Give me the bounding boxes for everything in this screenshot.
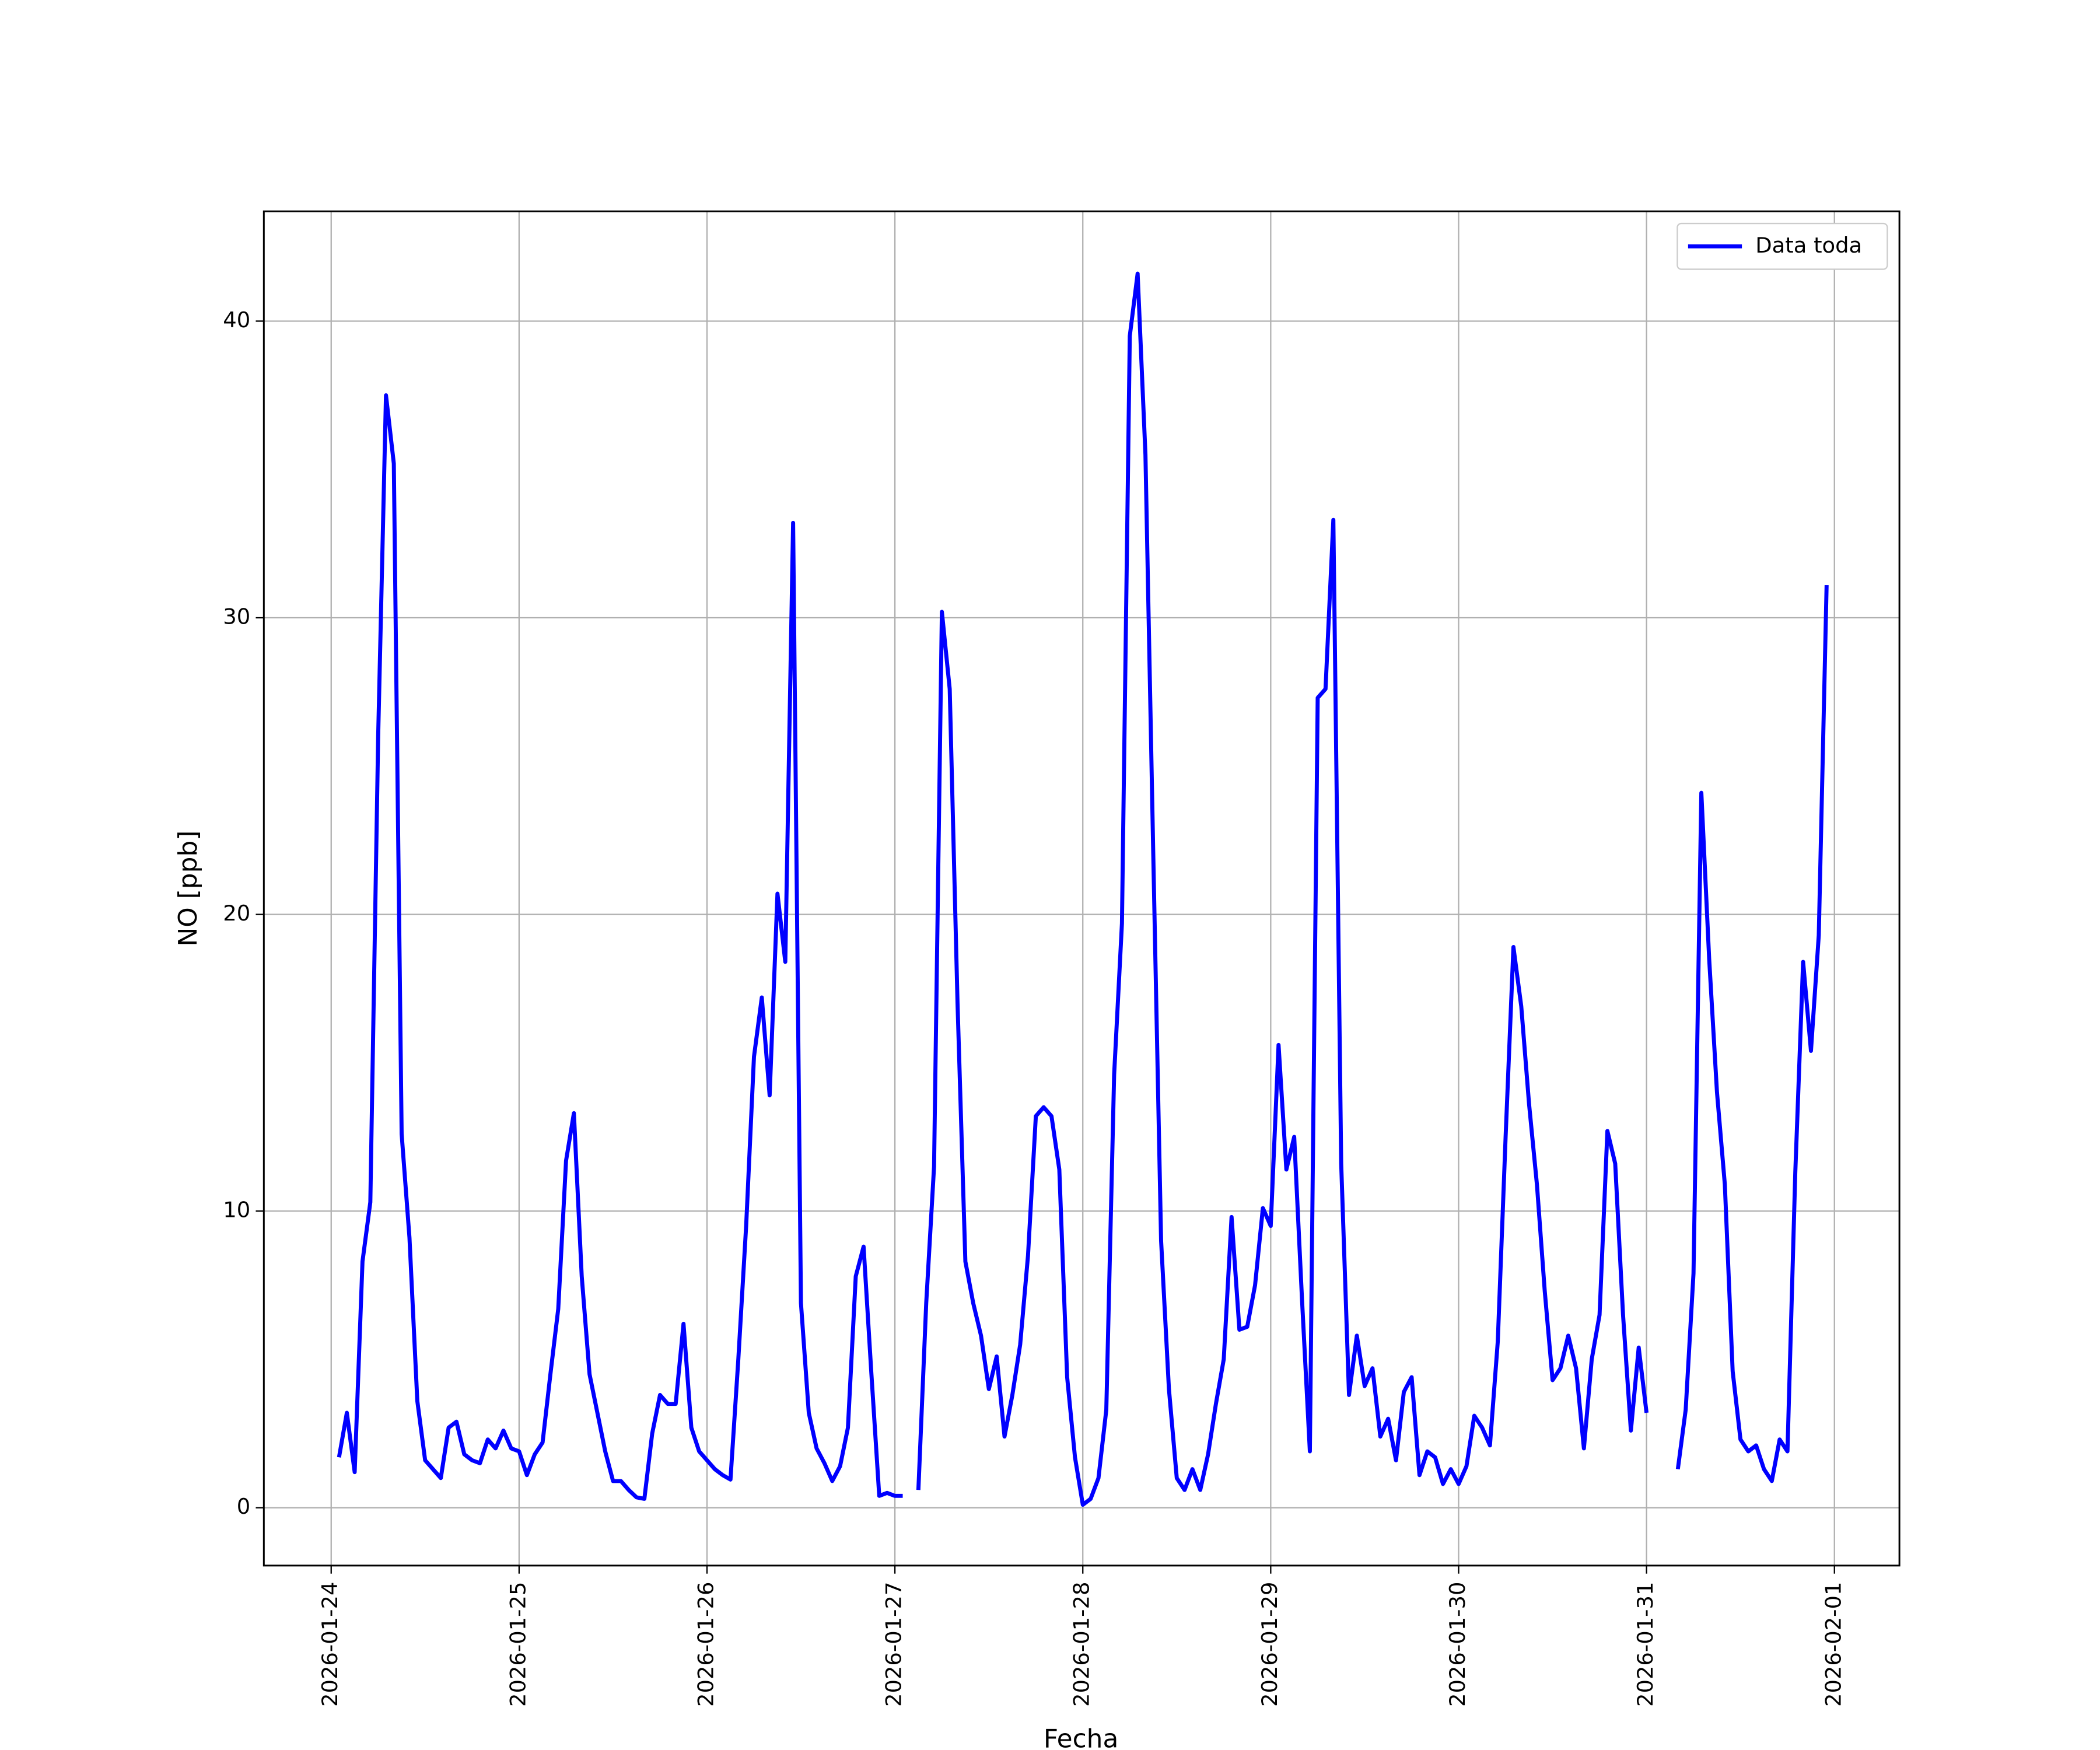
y-tick-label: 0: [237, 1494, 250, 1519]
x-tick-label: 2026-01-24: [317, 1582, 342, 1707]
y-tick-label: 30: [223, 604, 250, 629]
x-tick-label: 2026-01-26: [693, 1582, 718, 1707]
x-tick-label: 2026-01-27: [881, 1582, 907, 1707]
x-tick-label: 2026-01-28: [1069, 1582, 1094, 1707]
y-tick-label: 10: [223, 1198, 250, 1223]
legend-box: [1676, 222, 1888, 270]
x-tick-label: 2026-01-30: [1445, 1582, 1470, 1707]
legend: Data toda: [1676, 222, 1888, 270]
x-tick-label: 2026-01-31: [1633, 1582, 1658, 1707]
y-axis-label: NO [ppb]: [173, 831, 203, 947]
x-tick-label: 2026-01-25: [505, 1582, 530, 1707]
x-axis-label: Fecha: [1044, 1724, 1119, 1750]
y-tick-label: 20: [223, 901, 250, 926]
x-tick-label: 2026-01-29: [1257, 1582, 1282, 1707]
data-line: [337, 271, 1829, 1507]
y-tick-label: 40: [223, 307, 250, 332]
legend-label: Data toda: [1755, 233, 1862, 258]
plot-frame: [262, 210, 1901, 1567]
x-tick-label: 2026-02-01: [1821, 1582, 1846, 1707]
